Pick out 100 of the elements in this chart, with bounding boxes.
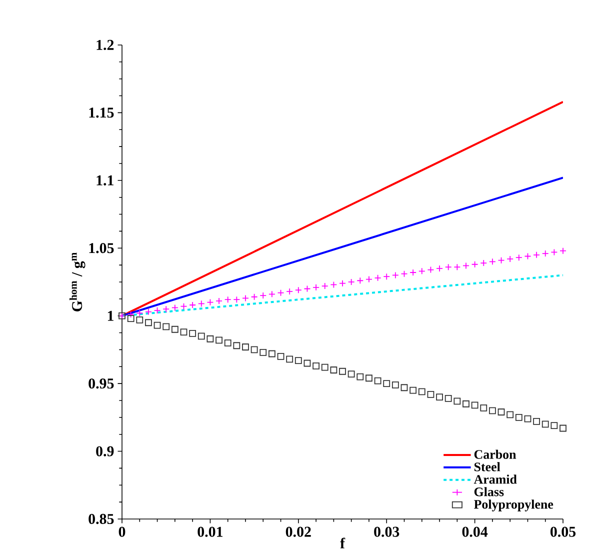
point bbox=[524, 252, 532, 260]
point bbox=[427, 390, 434, 398]
point bbox=[171, 304, 178, 312]
point bbox=[224, 296, 232, 304]
point bbox=[206, 335, 214, 342]
point bbox=[454, 264, 461, 271]
point bbox=[418, 388, 426, 396]
point bbox=[198, 300, 205, 308]
point bbox=[515, 414, 522, 421]
point bbox=[488, 258, 496, 266]
point bbox=[348, 370, 355, 378]
point bbox=[542, 250, 549, 257]
point bbox=[444, 264, 452, 271]
legend-label: Polypropylene bbox=[474, 500, 554, 512]
point bbox=[366, 276, 372, 283]
y-tick-label: 1.1 bbox=[96, 175, 114, 186]
point bbox=[250, 293, 258, 300]
legend-label: Glass bbox=[474, 487, 504, 496]
point bbox=[383, 273, 390, 280]
point bbox=[250, 346, 258, 354]
point bbox=[277, 289, 284, 296]
point bbox=[127, 311, 134, 318]
x-tick-label: 0.02 bbox=[286, 526, 311, 537]
y-tick-label: 0.95 bbox=[88, 378, 114, 389]
point bbox=[286, 288, 294, 295]
x-tick-label: 0.05 bbox=[550, 526, 576, 537]
point bbox=[321, 364, 328, 371]
point bbox=[560, 247, 566, 254]
point bbox=[136, 316, 144, 324]
legend-label: Steel bbox=[474, 462, 500, 472]
point bbox=[286, 356, 294, 363]
point bbox=[180, 302, 188, 310]
point bbox=[189, 302, 196, 308]
point bbox=[533, 251, 540, 258]
point bbox=[374, 377, 382, 384]
point bbox=[550, 248, 558, 256]
point bbox=[374, 274, 382, 282]
point bbox=[242, 294, 249, 302]
point bbox=[260, 292, 267, 299]
point bbox=[356, 373, 364, 380]
point bbox=[224, 339, 232, 346]
point bbox=[498, 408, 505, 416]
x-tick-label: 0.01 bbox=[198, 526, 223, 537]
point bbox=[348, 278, 355, 286]
point bbox=[356, 277, 364, 284]
x-tick-label: 0 bbox=[118, 526, 126, 537]
point bbox=[436, 264, 443, 272]
point bbox=[312, 362, 320, 370]
point bbox=[400, 384, 408, 392]
x-axis-title: f bbox=[340, 538, 346, 548]
point bbox=[312, 284, 320, 291]
point bbox=[304, 285, 311, 292]
point bbox=[471, 402, 478, 409]
point bbox=[136, 310, 144, 317]
point bbox=[180, 328, 188, 336]
point bbox=[145, 308, 152, 316]
point bbox=[233, 342, 240, 350]
point bbox=[162, 306, 170, 313]
point bbox=[383, 380, 390, 388]
point bbox=[506, 256, 514, 262]
y-tick-label: 1 bbox=[108, 310, 114, 321]
point bbox=[560, 424, 566, 432]
point bbox=[260, 348, 267, 356]
point bbox=[418, 268, 426, 275]
point bbox=[410, 269, 417, 276]
legend-label: Carbon bbox=[474, 450, 516, 459]
point bbox=[444, 395, 452, 402]
point bbox=[171, 326, 178, 333]
point bbox=[436, 394, 443, 401]
point bbox=[506, 411, 514, 418]
point bbox=[542, 420, 549, 428]
point bbox=[400, 270, 408, 278]
point bbox=[198, 332, 205, 340]
point bbox=[339, 368, 346, 375]
point bbox=[277, 353, 284, 360]
point bbox=[294, 357, 302, 364]
y-tick-label: 1.05 bbox=[89, 243, 114, 254]
point bbox=[321, 282, 328, 290]
point bbox=[304, 360, 311, 367]
point bbox=[480, 260, 488, 266]
point bbox=[392, 272, 399, 279]
point bbox=[498, 256, 505, 264]
y-tick-label: 0.85 bbox=[88, 514, 114, 524]
x-tick-label: 0.03 bbox=[374, 526, 400, 537]
legend-label: Aramid bbox=[474, 474, 517, 484]
point bbox=[268, 350, 276, 358]
y-tick-label: 1.2 bbox=[96, 40, 114, 50]
point bbox=[533, 418, 540, 425]
point bbox=[330, 281, 338, 288]
point bbox=[330, 366, 338, 374]
point bbox=[206, 298, 214, 306]
point bbox=[515, 254, 522, 262]
point bbox=[268, 290, 276, 298]
point bbox=[294, 286, 302, 294]
point bbox=[410, 386, 417, 394]
point bbox=[233, 296, 240, 304]
point bbox=[162, 323, 170, 330]
point bbox=[392, 381, 399, 388]
point bbox=[480, 404, 488, 412]
point bbox=[366, 374, 372, 382]
